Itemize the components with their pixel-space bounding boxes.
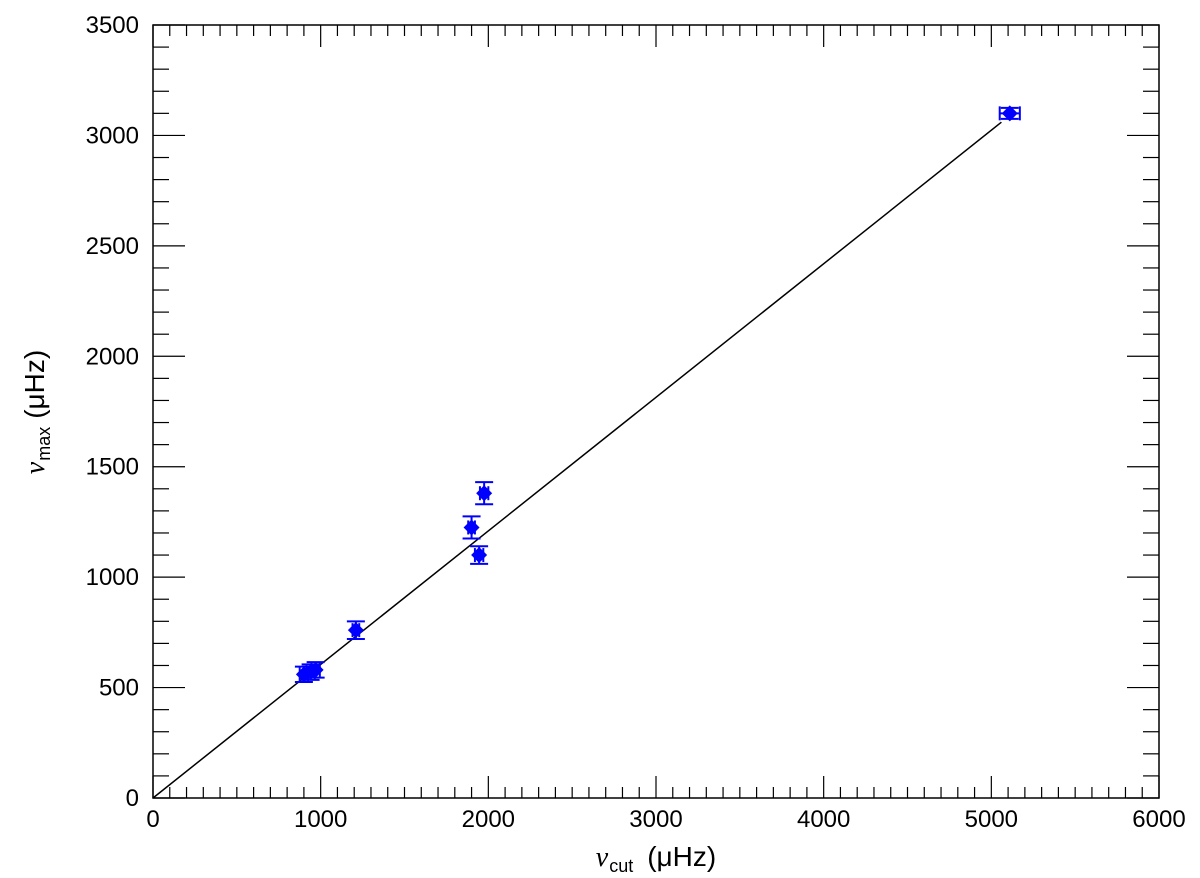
data-point — [475, 482, 493, 504]
y-tick-label: 500 — [99, 675, 139, 702]
y-axis-label: νmax (μHz) — [19, 350, 54, 474]
x-tick-label: 3000 — [629, 806, 682, 833]
y-tick-label: 2500 — [86, 233, 139, 260]
x-axis-unit: (μHz) — [647, 841, 716, 872]
data-point — [463, 516, 481, 538]
y-tick-label: 1000 — [86, 564, 139, 591]
x-axis-subscript: cut — [609, 856, 633, 876]
y-tick-label: 3500 — [86, 12, 139, 39]
data-point — [470, 546, 488, 564]
x-axis-symbol: ν — [596, 842, 609, 873]
y-axis-unit: (μHz) — [19, 350, 50, 419]
data-point — [1000, 105, 1020, 121]
fit-line — [153, 122, 1001, 798]
diamond-marker — [471, 547, 487, 563]
x-tick-label: 6000 — [1132, 806, 1185, 833]
data-point — [347, 621, 365, 639]
data-points — [295, 105, 1020, 682]
x-tick-label: 4000 — [797, 806, 850, 833]
y-tick-label: 0 — [126, 785, 139, 812]
y-axis-subscript: max — [34, 427, 54, 461]
y-tick-label: 2000 — [86, 343, 139, 370]
x-tick-label: 1000 — [294, 806, 347, 833]
x-tick-label: 0 — [146, 806, 159, 833]
x-tick-label: 2000 — [462, 806, 515, 833]
diamond-marker — [464, 519, 480, 535]
tick-labels: 0 1000 2000 3000 4000 5000 6000 0 500 1000 1500 200… — [86, 12, 1186, 833]
diamond-marker — [348, 622, 364, 638]
y-axis-symbol: ν — [20, 461, 51, 474]
diamond-marker — [476, 485, 492, 501]
y-tick-label: 1500 — [86, 454, 139, 481]
y-tick-label: 3000 — [86, 122, 139, 149]
x-tick-label: 5000 — [965, 806, 1018, 833]
x-axis-label: νcut (μHz) — [596, 841, 716, 876]
fit-line-group — [153, 122, 1001, 798]
